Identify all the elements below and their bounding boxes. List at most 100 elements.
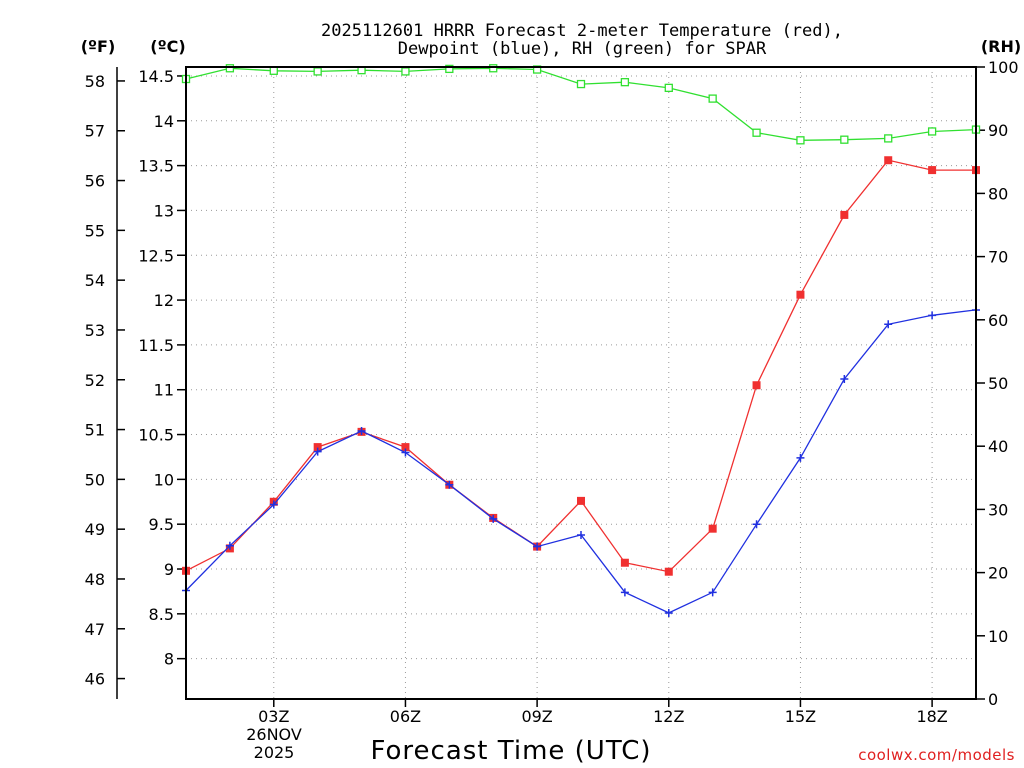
temperature-series	[182, 156, 980, 576]
rh-tick-label: 70	[988, 248, 1008, 267]
celsius-tick-label: 8	[164, 650, 174, 669]
dewpoint-point	[357, 426, 366, 435]
rh-tick-label: 50	[988, 374, 1008, 393]
rh-point	[840, 135, 849, 144]
celsius-tick-label: 13	[154, 201, 174, 220]
celsius-tick-label: 12.5	[138, 246, 174, 265]
dewpoint-point	[708, 588, 717, 597]
rh-tick-label: 0	[988, 690, 998, 709]
fahrenheit-tick-label: 47	[85, 620, 105, 639]
dewpoint-point	[533, 542, 542, 551]
dewpoint-point	[884, 320, 893, 329]
celsius-unit-label: (ºC)	[150, 37, 185, 56]
temperature-point	[664, 567, 673, 576]
time-tick-label: 18Z	[916, 707, 947, 726]
dewpoint-point	[928, 311, 937, 320]
celsius-axis: 8 8.5 9 9.5 10 10.5 11 11.5 12 12.5 13 13.5 14 14.5	[138, 67, 186, 669]
rh-point	[664, 83, 673, 93]
rh-point	[796, 136, 805, 145]
time-tick-label: 12Z	[653, 707, 684, 726]
rh-point	[620, 78, 630, 87]
celsius-tick-label: 12	[154, 291, 174, 310]
temperature-point	[928, 166, 937, 175]
dewpoint-point	[445, 480, 454, 489]
celsius-tick-label: 10	[154, 470, 174, 489]
temperature-point	[313, 443, 322, 452]
rh-point	[489, 64, 498, 73]
rh-point	[884, 134, 893, 143]
rh-tick-label: 100	[988, 58, 1019, 77]
date-label-day: 26NOV	[246, 725, 302, 744]
dewpoint-point	[796, 453, 805, 462]
fahrenheit-unit-label: (ºF)	[81, 37, 116, 56]
fahrenheit-tick-label: 48	[85, 570, 105, 589]
dewpoint-point	[664, 608, 673, 617]
rh-tick-label: 90	[988, 121, 1008, 140]
dewpoint-point	[840, 374, 849, 383]
fahrenheit-tick-label: 56	[85, 172, 105, 191]
celsius-tick-label: 11	[154, 381, 174, 400]
time-tick-label: 06Z	[390, 707, 421, 726]
rh-axis: 0 10 20 30 40 50 60 70 80 90 100	[976, 58, 1019, 709]
series-layer	[181, 64, 981, 617]
temperature-point	[752, 381, 761, 390]
rh-series	[181, 64, 981, 145]
fahrenheit-tick-label: 53	[85, 321, 105, 340]
fahrenheit-tick-label: 58	[85, 72, 105, 91]
fahrenheit-tick-label: 52	[85, 371, 105, 390]
rh-tick-label: 20	[988, 564, 1008, 583]
dewpoint-point	[752, 520, 761, 529]
celsius-tick-label: 11.5	[138, 336, 174, 355]
celsius-tick-label: 9.5	[149, 515, 174, 534]
fahrenheit-tick-label: 49	[85, 520, 105, 539]
celsius-tick-label: 9	[164, 560, 174, 579]
dewpoint-point	[620, 588, 629, 597]
dewpoint-line	[185, 309, 977, 614]
rh-tick-label: 40	[988, 437, 1008, 456]
time-axis: 03Z 06Z 09Z 12Z 15Z 18Z	[258, 699, 948, 726]
rh-point	[445, 64, 454, 74]
dewpoint-point	[313, 447, 322, 456]
rh-point	[225, 64, 235, 73]
celsius-tick-label: 14.5	[138, 67, 174, 86]
rh-tick-label: 80	[988, 184, 1008, 203]
temperature-point	[796, 290, 805, 299]
rh-point	[576, 79, 586, 89]
rh-tick-label: 30	[988, 500, 1008, 519]
dewpoint-series	[182, 305, 980, 617]
fahrenheit-axis: 46 47 48 49 50 51 52 53 54 55 56 57 58	[85, 67, 125, 699]
fahrenheit-tick-label: 46	[85, 670, 105, 689]
dewpoint-point	[577, 530, 585, 539]
rh-point	[927, 127, 937, 136]
rh-point	[269, 66, 278, 75]
time-tick-label: 15Z	[785, 707, 816, 726]
time-tick-label: 09Z	[521, 707, 552, 726]
credit-link[interactable]: coolwx.com/models	[858, 746, 1015, 764]
temperature-line	[185, 159, 976, 573]
celsius-tick-label: 14	[154, 112, 174, 131]
rh-tick-label: 60	[988, 311, 1008, 330]
fahrenheit-tick-label: 54	[85, 271, 105, 290]
rh-unit-label: (RH)	[981, 37, 1021, 56]
celsius-tick-label: 13.5	[138, 157, 174, 176]
dewpoint-point	[269, 500, 278, 509]
dewpoint-point	[401, 448, 410, 457]
x-axis-title: Forecast Time (UTC)	[370, 736, 651, 766]
rh-tick-label: 10	[988, 627, 1008, 646]
temperature-point	[401, 443, 410, 452]
temperature-point	[577, 496, 585, 505]
temperature-point	[884, 156, 893, 165]
rh-point	[708, 94, 717, 103]
grid-lines	[186, 67, 976, 699]
plot-frame	[185, 66, 977, 700]
celsius-tick-label: 8.5	[149, 605, 174, 624]
chart-title-line-1: 2025112601 HRRR Forecast 2-meter Tempera…	[321, 21, 843, 41]
time-tick-label: 03Z	[258, 707, 289, 726]
rh-point	[401, 67, 410, 76]
fahrenheit-tick-label: 55	[85, 221, 105, 240]
temperature-point	[708, 524, 717, 533]
temperature-point	[840, 210, 849, 219]
fahrenheit-tick-label: 57	[85, 122, 105, 141]
rh-point	[313, 67, 322, 76]
